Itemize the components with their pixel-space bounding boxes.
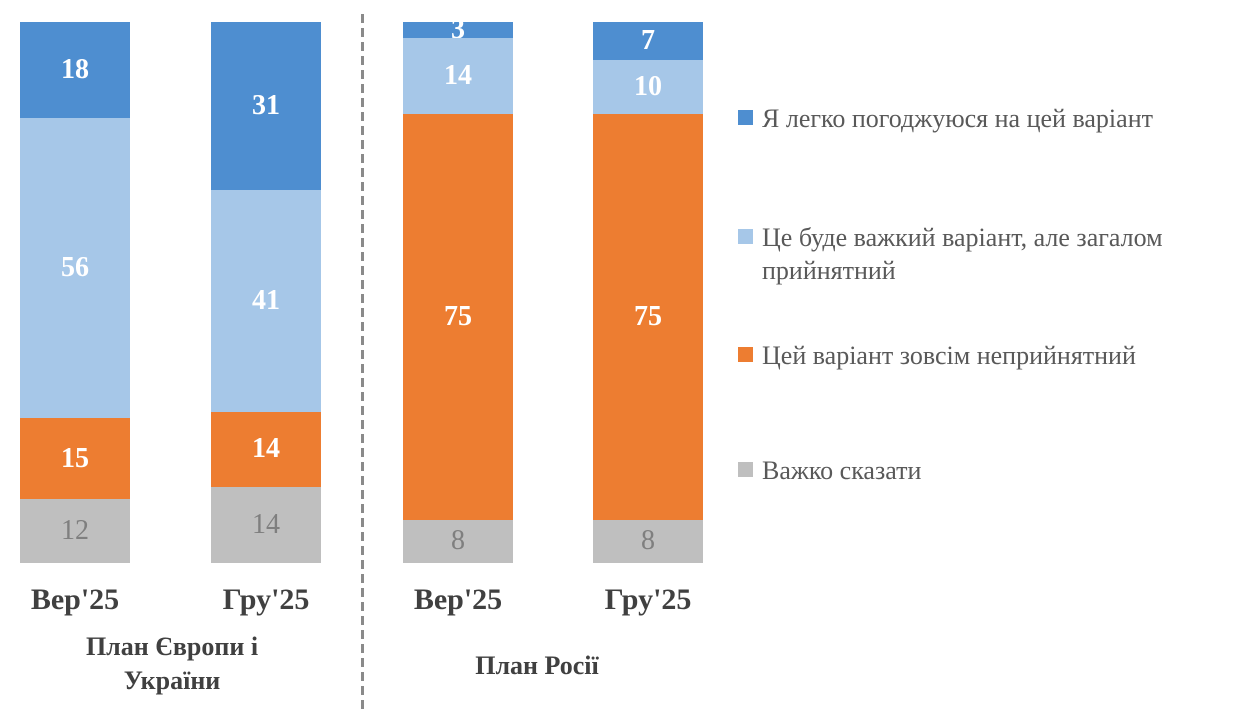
segment-value-label: 8	[451, 525, 465, 557]
group-separator-line	[361, 14, 364, 710]
segment-value-label: 41	[252, 284, 280, 316]
category-label-1: Гру'25	[222, 583, 310, 616]
bar-3-segment-2: 75	[593, 113, 703, 520]
segment-value-label: 75	[444, 300, 472, 332]
bar-2-segment-3: 8	[403, 519, 513, 563]
legend-item-2: Цей варіант зовсім неприйнятний	[738, 339, 1136, 372]
bar-3-segment-0: 7	[593, 22, 703, 60]
segment-value-label: 15	[61, 442, 89, 474]
bar-1-segment-1: 41	[211, 189, 321, 412]
segment-value-label: 18	[61, 54, 89, 86]
bar-1-segment-3: 14	[211, 487, 321, 563]
segment-value-label: 8	[641, 525, 655, 557]
legend-swatch-icon	[738, 347, 753, 362]
legend-swatch-icon	[738, 229, 753, 244]
segment-value-label: 7	[641, 24, 655, 56]
group-label-0: План Європи і України	[85, 632, 259, 695]
bar-2-segment-0: 3	[403, 16, 513, 44]
bar-2-segment-2: 75	[403, 113, 513, 520]
legend-label: Це буде важкий варіант, але загалом прий…	[762, 223, 1163, 285]
legend-label: Цей варіант зовсім неприйнятний	[762, 341, 1136, 370]
segment-value-label: 3	[451, 14, 465, 46]
category-label-0: Вер'25	[30, 583, 120, 616]
segment-value-label: 12	[61, 514, 89, 546]
bar-3-segment-3: 8	[593, 519, 703, 563]
segment-value-label: 14	[444, 60, 472, 92]
legend-label: Я легко погоджуюся на цей варіант	[762, 104, 1153, 133]
segment-value-label: 56	[61, 252, 89, 284]
segment-value-label: 14	[252, 509, 280, 541]
bar-1-segment-0: 31	[211, 22, 321, 190]
bar-0-segment-1: 56	[20, 118, 130, 419]
legend-label: Важко сказати	[762, 456, 922, 485]
category-label-2: Вер'25	[413, 583, 503, 616]
segment-value-label: 75	[634, 300, 662, 332]
bar-2-segment-1: 14	[403, 38, 513, 114]
legend-item-1: Це буде важкий варіант, але загалом прий…	[738, 221, 1217, 287]
legend-item-3: Важко сказати	[738, 454, 921, 487]
bar-column-1: 31 41 14 14	[211, 22, 321, 563]
bar-3-segment-1: 10	[593, 59, 703, 114]
legend-swatch-icon	[738, 462, 753, 477]
bar-0-segment-0: 18	[20, 22, 130, 119]
category-label-3: Гру'25	[604, 583, 692, 616]
legend-item-0: Я легко погоджуюся на цей варіант	[738, 102, 1153, 135]
bar-0-segment-3: 12	[20, 498, 130, 563]
segment-value-label: 31	[252, 89, 280, 121]
bar-1-segment-2: 14	[211, 411, 321, 488]
segment-value-label: 14	[252, 433, 280, 465]
bar-column-0: 18 56 15 12	[20, 22, 130, 563]
segment-value-label: 10	[634, 70, 662, 102]
bar-0-segment-2: 15	[20, 418, 130, 499]
bar-column-3: 7 10 75 8	[593, 22, 703, 563]
bar-column-2: 3 14 75 8	[403, 16, 513, 563]
group-label-1: План Росії	[475, 651, 599, 680]
legend-swatch-icon	[738, 110, 753, 125]
